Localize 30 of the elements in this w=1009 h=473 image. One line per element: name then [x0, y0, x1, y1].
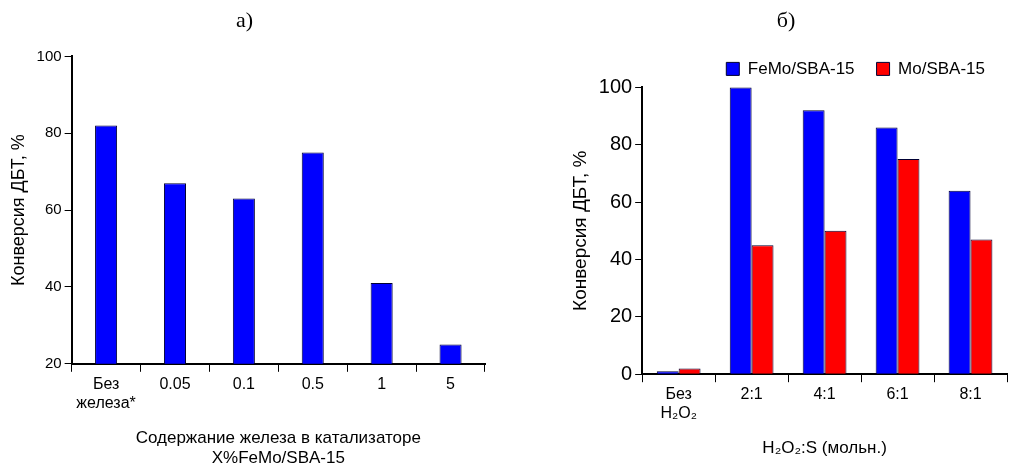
- x-tick-label: 4:1: [813, 385, 836, 403]
- x-tick-label: Без железа*: [76, 374, 136, 412]
- x-tick-label: 0.05: [159, 374, 191, 392]
- y-tick-label: 100: [36, 46, 62, 64]
- x-tick-label: 6:1: [886, 385, 909, 403]
- legend-label: Mo/SBA-15: [898, 58, 986, 78]
- chart-title: б): [776, 6, 796, 32]
- x-tick-label: 2:1: [740, 385, 763, 403]
- y-tick-label: 20: [44, 353, 62, 371]
- y-axis-title: Конверсия ДБТ, %: [7, 134, 28, 287]
- legend-label: FeMo/SBA-15: [747, 58, 855, 78]
- x-axis-title: Содержание железа в катализаторе X%FeMo/SBA-15: [135, 428, 421, 468]
- x-tick-label: 1: [377, 374, 387, 392]
- y-tick-label: 80: [609, 132, 633, 155]
- x-tick-label: 5: [446, 374, 456, 392]
- y-axis-title: Конверсия ДБТ, %: [568, 150, 590, 311]
- y-tick-label: 0: [621, 361, 633, 384]
- y-tick-label: 60: [609, 189, 633, 212]
- y-tick-label: 40: [44, 277, 62, 295]
- x-tick-label: 0.5: [301, 374, 324, 392]
- x-tick-label: Без H₂O₂: [660, 385, 697, 422]
- y-tick-label: 60: [44, 200, 62, 218]
- y-tick-label: 20: [609, 304, 633, 327]
- y-tick-label: 40: [609, 247, 633, 269]
- x-tick-label: 8:1: [959, 385, 982, 403]
- x-axis-title: H₂O₂:S (мольн.): [762, 438, 887, 458]
- x-tick-label: 0.1: [232, 374, 256, 392]
- y-tick-label: 80: [44, 123, 62, 141]
- y-tick-label: 100: [598, 74, 633, 97]
- chart-title: а): [235, 6, 254, 32]
